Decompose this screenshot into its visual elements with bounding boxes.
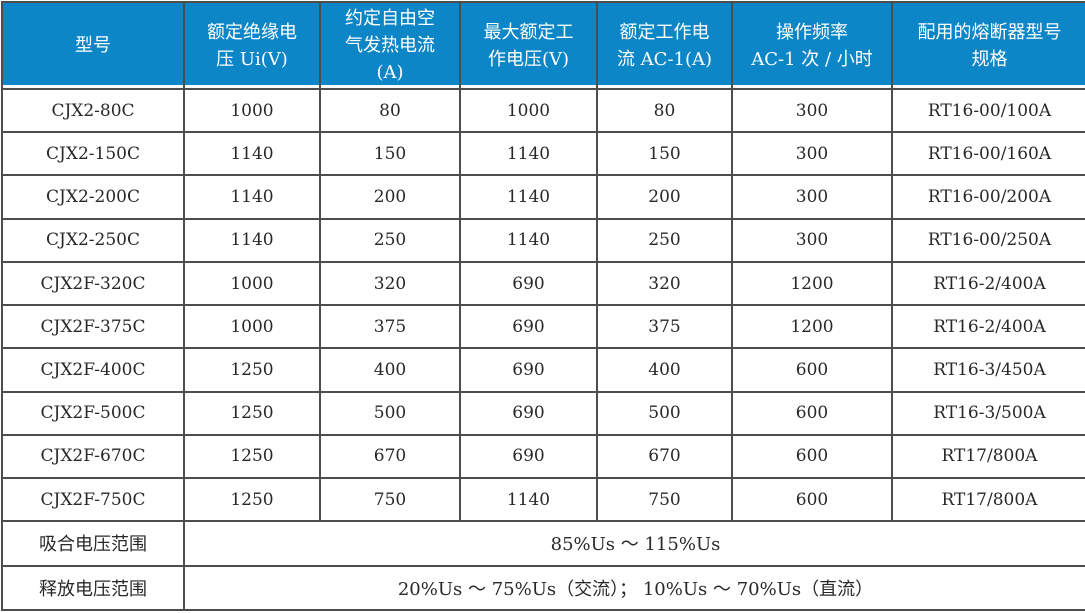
value-cell: 320 <box>319 260 461 307</box>
value-cell: RT16-2/400A <box>891 260 1085 307</box>
value-cell: 400 <box>319 347 461 393</box>
model-cell: CJX2F-375C <box>1 304 185 350</box>
value-cell: 690 <box>459 347 598 393</box>
value-cell: 80 <box>596 87 733 134</box>
value-cell: 300 <box>731 131 893 177</box>
table-row: CJX2F-375C 1000 375 690 375 1200 RT16-2/400A <box>1 304 1085 350</box>
header-cell: 约定自由空 气发热电流 (A) <box>319 1 461 90</box>
value-cell: 1140 <box>183 131 321 177</box>
value-cell: RT16-3/500A <box>891 390 1085 436</box>
value-cell: 300 <box>731 174 893 220</box>
table-body: CJX2-80C 1000 80 1000 80 300 RT16-00/100A CJX2-… <box>1 87 1085 612</box>
value-cell: 375 <box>319 304 461 350</box>
value-cell: 375 <box>596 304 733 350</box>
model-cell: CJX2-80C <box>1 87 185 134</box>
value-cell: 1140 <box>183 217 321 263</box>
value-cell: 150 <box>319 131 461 177</box>
table-row: CJX2-200C 1140 200 1140 200 300 RT16-00/200A <box>1 174 1085 220</box>
value-cell: RT16-3/450A <box>891 347 1085 393</box>
value-cell: 600 <box>731 390 893 436</box>
header-cell: 最大额定工 作电压(V) <box>459 1 598 90</box>
model-cell: CJX2F-400C <box>1 347 185 393</box>
value-cell: 1250 <box>183 433 321 480</box>
value-cell: 690 <box>459 390 598 436</box>
header-cell: 配用的熔断器型号 规格 <box>891 1 1085 90</box>
value-cell: 670 <box>596 433 733 480</box>
value-cell: 750 <box>596 477 733 523</box>
value-cell: 1250 <box>183 390 321 436</box>
value-cell: 600 <box>731 347 893 393</box>
table-row: CJX2-150C 1140 150 1140 150 300 RT16-00/160A <box>1 131 1085 177</box>
value-cell: 1140 <box>459 217 598 263</box>
table-row: CJX2-80C 1000 80 1000 80 300 RT16-00/100A <box>1 87 1085 134</box>
value-cell: RT16-00/160A <box>891 131 1085 177</box>
value-cell: 690 <box>459 433 598 480</box>
model-cell: CJX2-200C <box>1 174 185 220</box>
value-cell: RT17/800A <box>891 477 1085 523</box>
table-row: CJX2F-500C 1250 500 690 500 600 RT16-3/500A <box>1 390 1085 436</box>
footer-row: 释放电压范围 20%Us ～ 75%Us（交流）； 10%Us ～ 70%Us（直… <box>1 564 1085 612</box>
model-cell: CJX2F-320C <box>1 260 185 307</box>
value-cell: 1140 <box>459 174 598 220</box>
header-cell: 额定工作电 流 AC-1(A) <box>596 1 733 90</box>
value-cell: 1140 <box>183 174 321 220</box>
header-cell: 操作频率 AC-1 次 / 小时 <box>731 1 893 90</box>
value-cell: 200 <box>596 174 733 220</box>
value-cell: 600 <box>731 477 893 523</box>
model-cell: CJX2F-750C <box>1 477 185 523</box>
footer-value: 20%Us ～ 75%Us（交流）； 10%Us ～ 70%Us（直流） <box>183 564 1085 612</box>
value-cell: RT16-00/250A <box>891 217 1085 263</box>
table-row: CJX2F-670C 1250 670 690 670 600 RT17/800A <box>1 433 1085 480</box>
value-cell: 1140 <box>459 131 598 177</box>
value-cell: 500 <box>596 390 733 436</box>
model-cell: CJX2-150C <box>1 131 185 177</box>
value-cell: 1000 <box>183 304 321 350</box>
footer-label: 吸合电压范围 <box>1 520 185 567</box>
value-cell: RT16-00/100A <box>891 87 1085 134</box>
value-cell: 1140 <box>459 477 598 523</box>
value-cell: 400 <box>596 347 733 393</box>
value-cell: 600 <box>731 433 893 480</box>
value-cell: 1250 <box>183 347 321 393</box>
footer-value: 85%Us ～ 115%Us <box>183 520 1085 567</box>
value-cell: 150 <box>596 131 733 177</box>
value-cell: RT16-00/200A <box>891 174 1085 220</box>
value-cell: 200 <box>319 174 461 220</box>
value-cell: 670 <box>319 433 461 480</box>
value-cell: 1000 <box>459 87 598 134</box>
value-cell: 320 <box>596 260 733 307</box>
value-cell: 250 <box>596 217 733 263</box>
value-cell: 1200 <box>731 304 893 350</box>
value-cell: 1200 <box>731 260 893 307</box>
value-cell: 500 <box>319 390 461 436</box>
model-cell: CJX2F-500C <box>1 390 185 436</box>
footer-row: 吸合电压范围 85%Us ～ 115%Us <box>1 520 1085 567</box>
header-cell: 额定绝缘电 压 Ui(V) <box>183 1 321 90</box>
value-cell: 80 <box>319 87 461 134</box>
table-row: CJX2F-320C 1000 320 690 320 1200 RT16-2/400A <box>1 260 1085 307</box>
value-cell: 690 <box>459 304 598 350</box>
table-row: CJX2F-750C 1250 750 1140 750 600 RT17/800A <box>1 477 1085 523</box>
value-cell: 1000 <box>183 260 321 307</box>
value-cell: 690 <box>459 260 598 307</box>
header-row: 型号 额定绝缘电 压 Ui(V) 约定自由空 气发热电流 (A) 最大额定工 作电压(… <box>1 1 1085 90</box>
table-row: CJX2-250C 1140 250 1140 250 300 RT16-00/250A <box>1 217 1085 263</box>
table-row: CJX2F-400C 1250 400 690 400 600 RT16-3/450A <box>1 347 1085 393</box>
value-cell: 1000 <box>183 87 321 134</box>
value-cell: 1250 <box>183 477 321 523</box>
model-cell: CJX2-250C <box>1 217 185 263</box>
value-cell: RT16-2/400A <box>891 304 1085 350</box>
model-cell: CJX2F-670C <box>1 433 185 480</box>
footer-label: 释放电压范围 <box>1 564 185 612</box>
value-cell: 750 <box>319 477 461 523</box>
value-cell: 250 <box>319 217 461 263</box>
header-cell: 型号 <box>1 1 185 90</box>
value-cell: 300 <box>731 217 893 263</box>
value-cell: 300 <box>731 87 893 134</box>
value-cell: RT17/800A <box>891 433 1085 480</box>
